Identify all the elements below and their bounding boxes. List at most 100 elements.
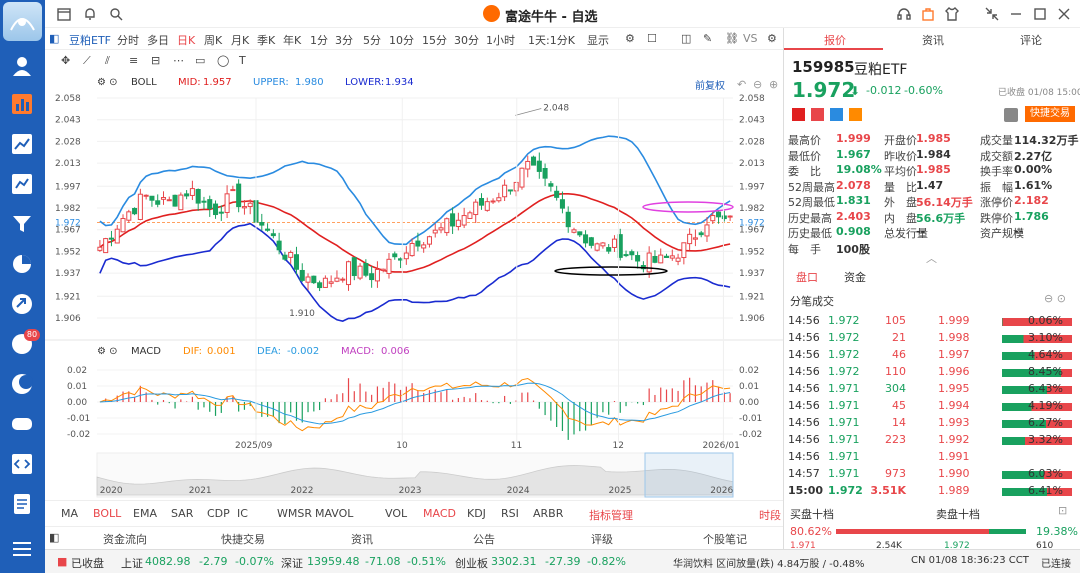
tab-3min[interactable]: 3分	[335, 34, 353, 47]
collapse-icon[interactable]: ⊡	[1058, 504, 1068, 517]
cy-index-name[interactable]: 创业板	[455, 557, 488, 570]
chart-zoom-icon[interactable]: ⊖	[753, 78, 762, 91]
crosshair-icon[interactable]: ✥	[61, 54, 71, 67]
macd-name[interactable]: MACD	[131, 346, 161, 357]
boll-settings-icon[interactable]: ⚙ ⊙	[97, 77, 118, 88]
tab-intraday[interactable]: 分时	[117, 34, 139, 47]
tab-30min[interactable]: 30分	[454, 34, 479, 47]
bell-icon[interactable]	[83, 7, 97, 21]
panel-toggle-icon[interactable]: ◧	[49, 32, 60, 45]
market-chart-icon[interactable]	[11, 93, 33, 115]
star-badge-icon[interactable]	[849, 108, 862, 121]
chart-area[interactable]: 2.058 2.058 2.043 2.043 2.028 2.028 2.013 2.013…	[45, 70, 783, 500]
arrows-icon[interactable]	[11, 293, 33, 315]
search-icon[interactable]	[109, 7, 123, 21]
symbol-tab[interactable]: 豆粕ETF	[69, 34, 111, 47]
trend-icon[interactable]	[11, 133, 33, 155]
indicator-6[interactable]: WMSR	[277, 507, 312, 520]
expand-chevron-icon[interactable]: ︿	[926, 252, 937, 265]
line-draw-icon[interactable]: ⟋	[83, 54, 91, 67]
indicator-0[interactable]: MA	[61, 507, 79, 520]
tab-15min[interactable]: 15分	[422, 34, 447, 47]
sh-index-name[interactable]: 上证	[121, 557, 143, 570]
display-dropdown[interactable]: 显示	[587, 34, 609, 47]
chart-zoom-icon[interactable]: ↶	[737, 78, 746, 91]
headset-icon[interactable]	[897, 7, 911, 21]
tab-stock-notes[interactable]: 个股笔记	[703, 533, 747, 546]
tab-multiday[interactable]: 多日	[147, 34, 169, 47]
bag-icon[interactable]	[921, 7, 935, 21]
gear-icon[interactable]: ⚙	[767, 32, 777, 45]
tab-capital-flow[interactable]: 资金流向	[103, 533, 147, 546]
tab-news[interactable]: 资讯	[351, 533, 373, 546]
tab-1min[interactable]: 1分	[310, 34, 328, 47]
portfolio-icon[interactable]	[11, 173, 33, 195]
indicator-3[interactable]: SAR	[171, 507, 194, 520]
tab-news-right[interactable]: 资讯	[922, 34, 944, 47]
shirt-icon[interactable]	[945, 7, 959, 21]
indicator-2[interactable]: EMA	[133, 507, 157, 520]
boll-name[interactable]: BOLL	[131, 77, 157, 88]
tab-weekly-k[interactable]: 周K	[204, 34, 223, 47]
hline-icon[interactable]: ≡	[129, 54, 139, 67]
chart-zoom-icon[interactable]: ⊕	[769, 78, 778, 91]
tab-yearly-k[interactable]: 年K	[283, 34, 302, 47]
link-icon[interactable]: ⛓	[725, 32, 739, 45]
channel-icon[interactable]: ⊟	[151, 54, 161, 67]
fib-icon[interactable]: ⋯	[173, 54, 184, 67]
macd-settings-icon[interactable]: ⚙ ⊙	[97, 346, 118, 357]
game-icon[interactable]	[11, 413, 33, 435]
moon-icon[interactable]	[11, 373, 33, 395]
circle-icon[interactable]: ◯	[217, 54, 230, 67]
tab-5min[interactable]: 5分	[363, 34, 381, 47]
tab-quote[interactable]: 报价	[824, 34, 846, 47]
code-icon[interactable]	[11, 453, 33, 475]
indicator-9[interactable]: MACD	[423, 507, 456, 520]
indicator-1[interactable]: BOLL	[93, 507, 122, 520]
indicator-4[interactable]: CDP	[207, 507, 230, 520]
calendar-icon[interactable]	[57, 7, 71, 21]
tab-ratings[interactable]: 评级	[591, 533, 613, 546]
tab-1day-1min[interactable]: 1天:1分K	[528, 34, 575, 47]
indicator-11[interactable]: RSI	[501, 507, 519, 520]
adjust-dropdown[interactable]: 前复权	[695, 81, 725, 92]
close-icon[interactable]	[1057, 7, 1071, 21]
indicator-5[interactable]: IC	[237, 507, 248, 520]
lightning-icon[interactable]	[811, 108, 824, 121]
tab-10min[interactable]: 10分	[389, 34, 414, 47]
indicator-7[interactable]: MAVOL	[315, 507, 354, 520]
shrink-icon[interactable]	[985, 7, 999, 21]
rect-icon[interactable]: ▭	[195, 54, 206, 67]
trend-line-icon[interactable]: ⫽	[105, 54, 110, 67]
indicator-14[interactable]: 时段	[759, 509, 781, 522]
indicator-12[interactable]: ARBR	[533, 507, 564, 520]
quick-trade-button[interactable]: 快捷交易	[1025, 106, 1075, 122]
tab-quick-trade[interactable]: 快捷交易	[221, 533, 265, 546]
indicator-13[interactable]: 指标管理	[589, 509, 633, 522]
price-chart-svg[interactable]: 2.058 2.058 2.043 2.043 2.028 2.028 2.013 2.013…	[45, 70, 783, 500]
trades-settings-icon[interactable]: ⊖ ⊙	[1044, 292, 1066, 305]
news-ticker[interactable]: 华润饮料 区间放量(跌) 4.84万股 / -0.48%	[673, 559, 865, 570]
tab-announcements[interactable]: 公告	[473, 533, 495, 546]
camera-icon[interactable]: ◫	[681, 32, 692, 45]
tab-order-book[interactable]: 盘口	[796, 271, 818, 284]
panel-toggle-icon[interactable]: ◧	[49, 531, 60, 544]
alert-bell-icon[interactable]	[1004, 108, 1018, 122]
minimize-icon[interactable]	[1009, 7, 1023, 21]
filter-icon[interactable]	[11, 213, 33, 235]
pie-icon[interactable]	[11, 253, 33, 275]
settings-icon[interactable]: ⚙	[625, 32, 635, 45]
tab-1hour[interactable]: 1小时	[486, 34, 515, 47]
menu-icon[interactable]	[11, 538, 33, 560]
checkbox-icon[interactable]: ☐	[647, 32, 657, 45]
tab-monthly-k[interactable]: 月K	[231, 34, 250, 47]
tab-daily-k[interactable]: 日K	[177, 34, 196, 47]
document-icon[interactable]	[11, 493, 33, 515]
tab-quarterly-k[interactable]: 季K	[257, 34, 276, 47]
indicator-8[interactable]: VOL	[385, 507, 408, 520]
app-logo[interactable]	[3, 2, 42, 41]
vs-button[interactable]: VS	[743, 32, 758, 45]
maximize-icon[interactable]	[1033, 7, 1047, 21]
doc-badge-icon[interactable]	[830, 108, 843, 121]
indicator-10[interactable]: KDJ	[467, 507, 486, 520]
